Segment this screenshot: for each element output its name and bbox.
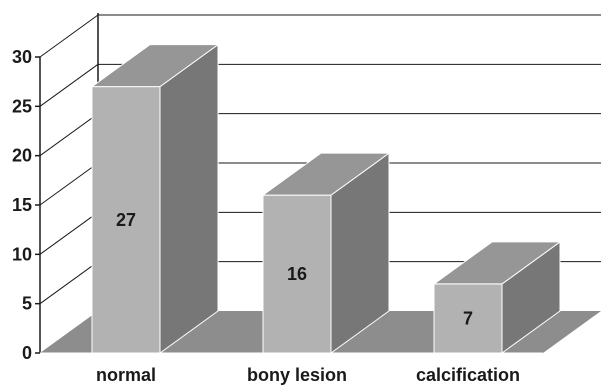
bar-normal: 27: [90, 43, 220, 354]
bar-front-face: [91, 86, 161, 354]
gridline-diagonal: [39, 211, 99, 255]
bar-bony-lesion: 16: [261, 152, 391, 354]
y-tick-label: 5: [22, 294, 32, 314]
y-tick-label: 10: [12, 244, 32, 264]
gridline-diagonal: [39, 14, 99, 58]
y-tick-label: 25: [12, 96, 32, 116]
y-tick-label: 20: [12, 146, 32, 166]
y-axis-ticks: 0 5 10 15 20 25 30: [12, 47, 40, 363]
bar-top-face: [90, 44, 220, 88]
gridline-diagonal: [39, 162, 99, 206]
bar-value-label: 27: [116, 210, 136, 230]
x-axis-labels: normal bony lesion calcification: [96, 365, 520, 385]
bar-calcification: 7: [432, 240, 562, 354]
bar-top-face: [261, 152, 391, 196]
x-category-label: bony lesion: [247, 365, 347, 385]
bar-value-label: 7: [463, 308, 473, 328]
bar-value-label: 16: [287, 264, 307, 284]
x-category-label: calcification: [416, 365, 520, 385]
gridline-diagonal: [39, 113, 99, 157]
gridline-diagonal: [39, 261, 99, 305]
y-tick-label: 0: [22, 343, 32, 363]
x-category-label: normal: [96, 365, 156, 385]
y-tick-label: 15: [12, 195, 32, 215]
bar-top-face: [432, 241, 562, 285]
bar-side-face: [159, 43, 219, 354]
gridline-diagonal: [39, 63, 99, 107]
bar-front-face: [433, 283, 503, 354]
bars: 27 16 7: [90, 43, 562, 354]
y-tick-label: 30: [12, 47, 32, 67]
